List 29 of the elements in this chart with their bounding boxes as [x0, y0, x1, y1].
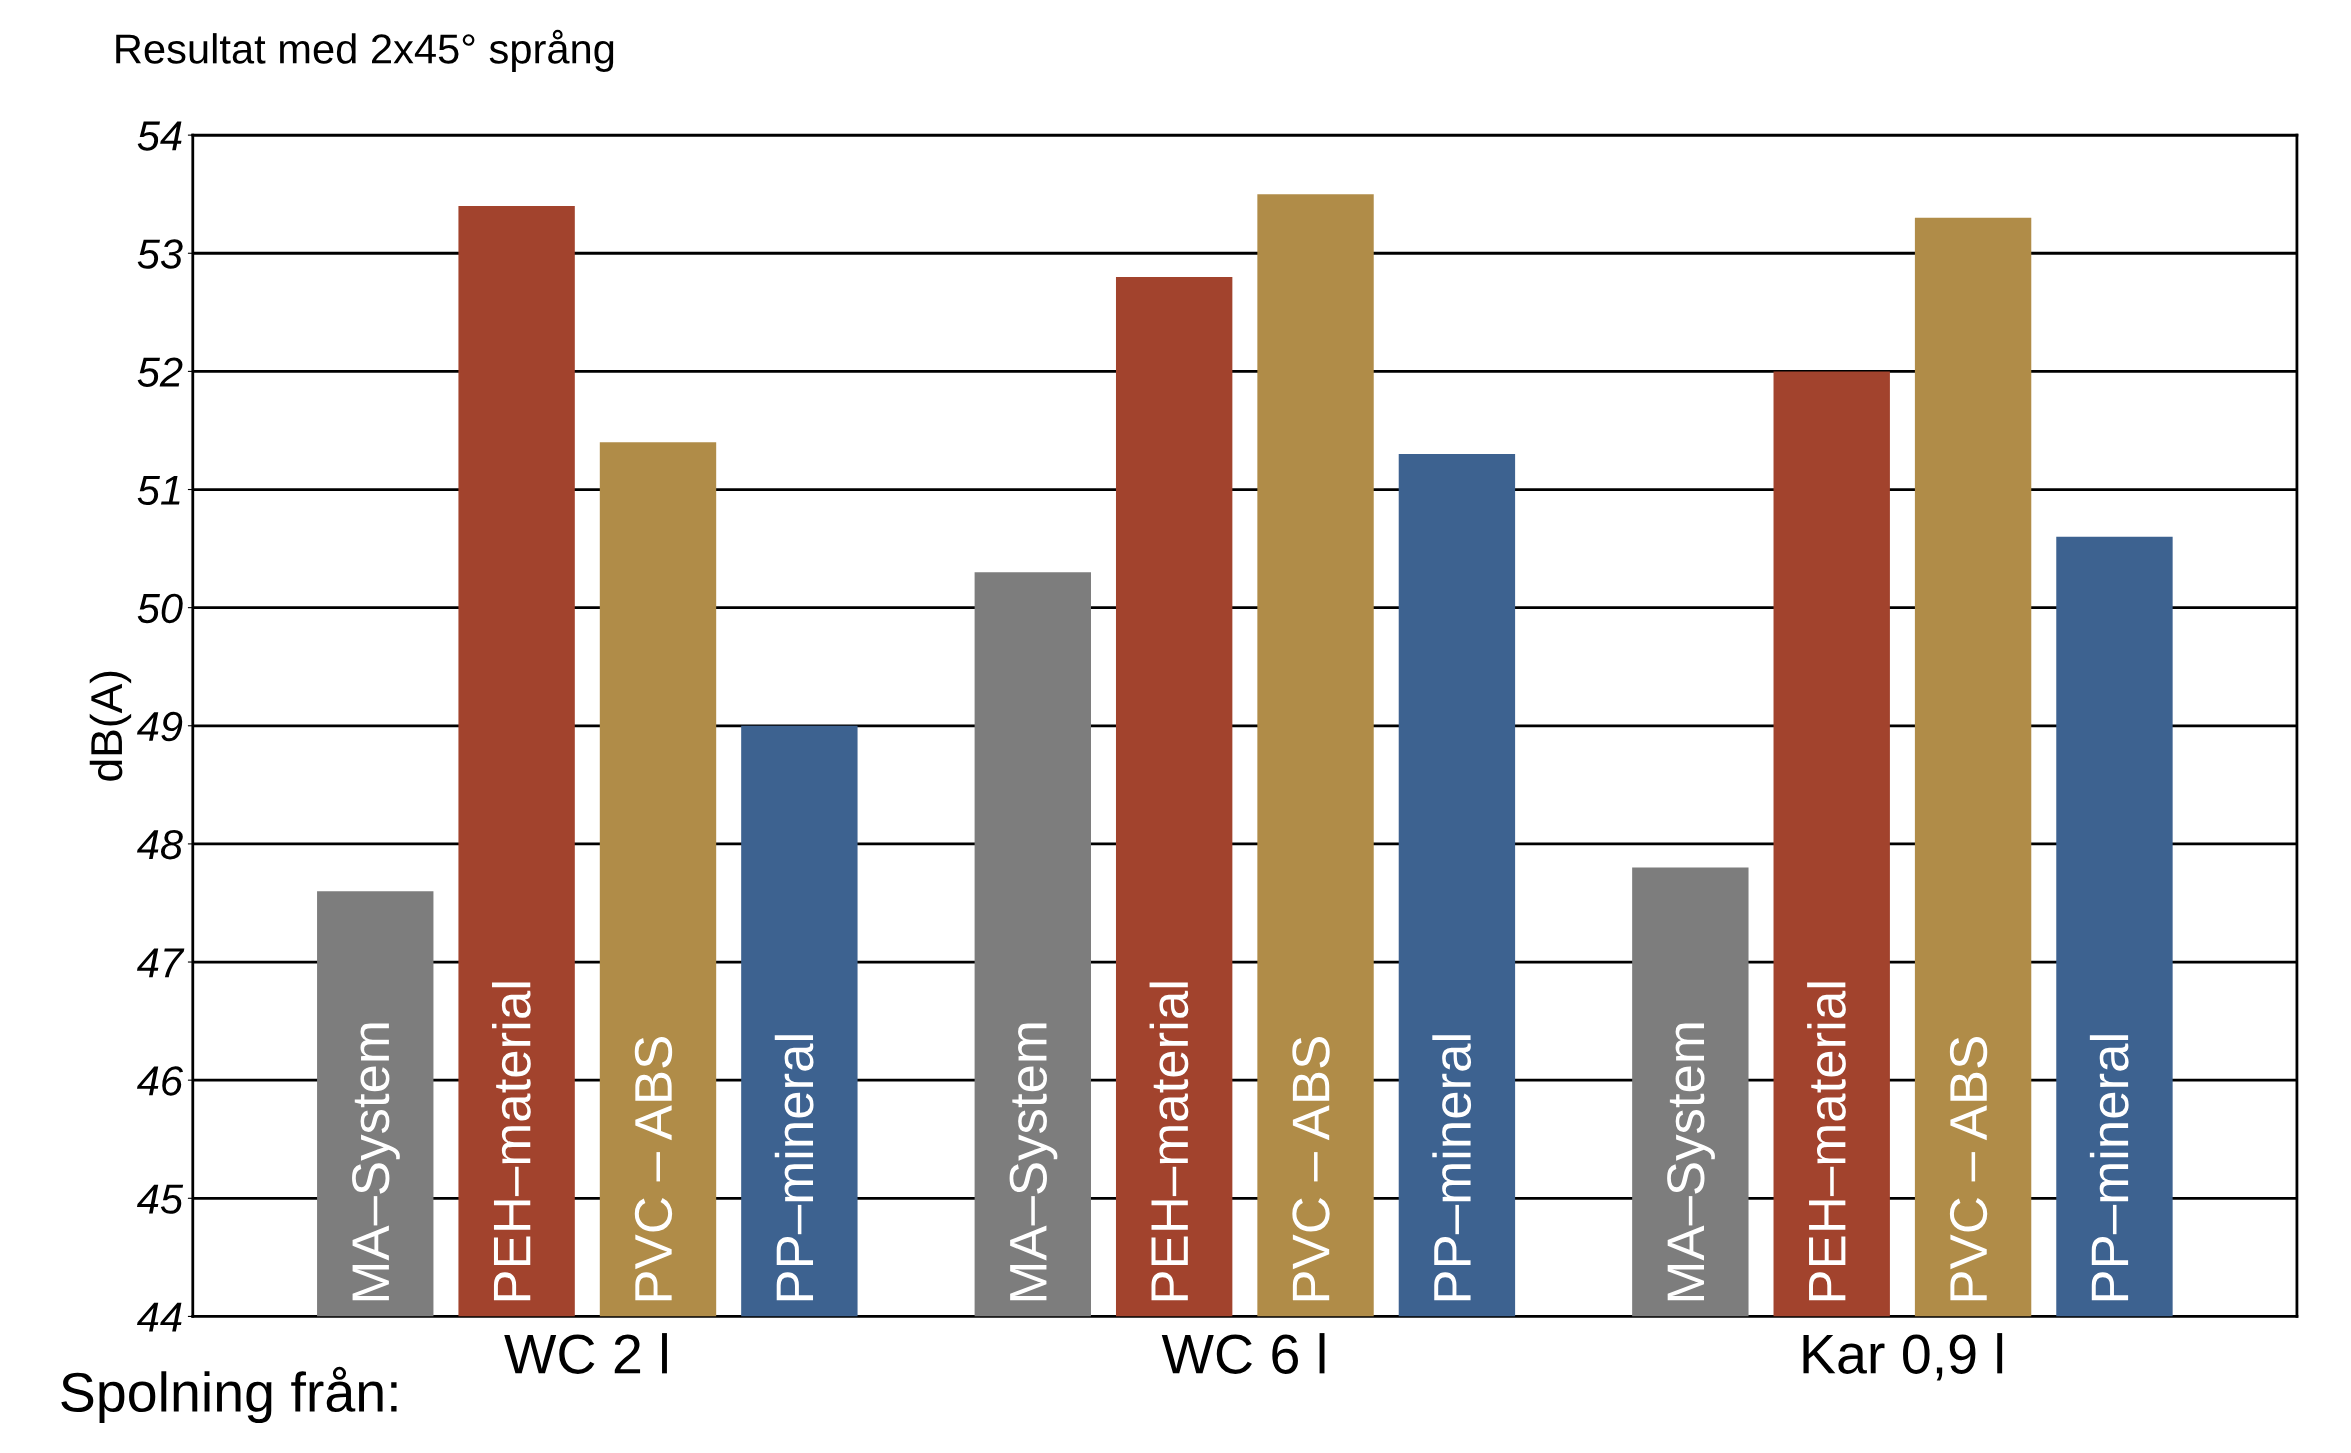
- y-tick-label: 44: [136, 1302, 182, 1332]
- series-label: PEH–material: [492, 982, 531, 1301]
- x-tick-label: WC 6 l: [1161, 1333, 1325, 1374]
- text: Spolning från:: [61, 1366, 397, 1424]
- y-tick-label: 53: [137, 239, 183, 269]
- text: MA–System: [1009, 1023, 1058, 1301]
- y-tick-label: 46: [136, 1066, 184, 1096]
- y-tick-label: 47: [136, 948, 185, 978]
- text: PEH–material: [1807, 982, 1846, 1301]
- y-tick-label: 54: [137, 121, 182, 151]
- text: PP–mineral: [1432, 1035, 1472, 1301]
- text: MA–System: [1667, 1023, 1715, 1301]
- y-tick-label: 49: [136, 711, 183, 742]
- y-tick-label: 51: [137, 475, 180, 506]
- y-tick-label: 45: [136, 1184, 184, 1214]
- y-axis-title: dB(A): [89, 671, 132, 781]
- y-tick-label: 52: [137, 357, 183, 387]
- series-label: MA–System: [352, 1023, 400, 1301]
- y-tick-label: 48: [136, 829, 183, 860]
- series-label: PVC – ABS: [634, 1037, 673, 1301]
- x-tick-label: Kar 0,9 l: [1803, 1333, 2003, 1381]
- text: PVC – ABS: [1292, 1037, 1330, 1301]
- text: PP–mineral: [2089, 1035, 2129, 1301]
- chart-title: Resultat med 2x45° språng: [116, 29, 614, 72]
- text: PVC – ABS: [1949, 1037, 1988, 1301]
- y-tick-label: 50: [137, 593, 183, 624]
- text: PEH–material: [1149, 982, 1189, 1301]
- x-tick-label: WC 2 l: [504, 1333, 667, 1374]
- series-label: PP–mineral: [774, 1035, 814, 1301]
